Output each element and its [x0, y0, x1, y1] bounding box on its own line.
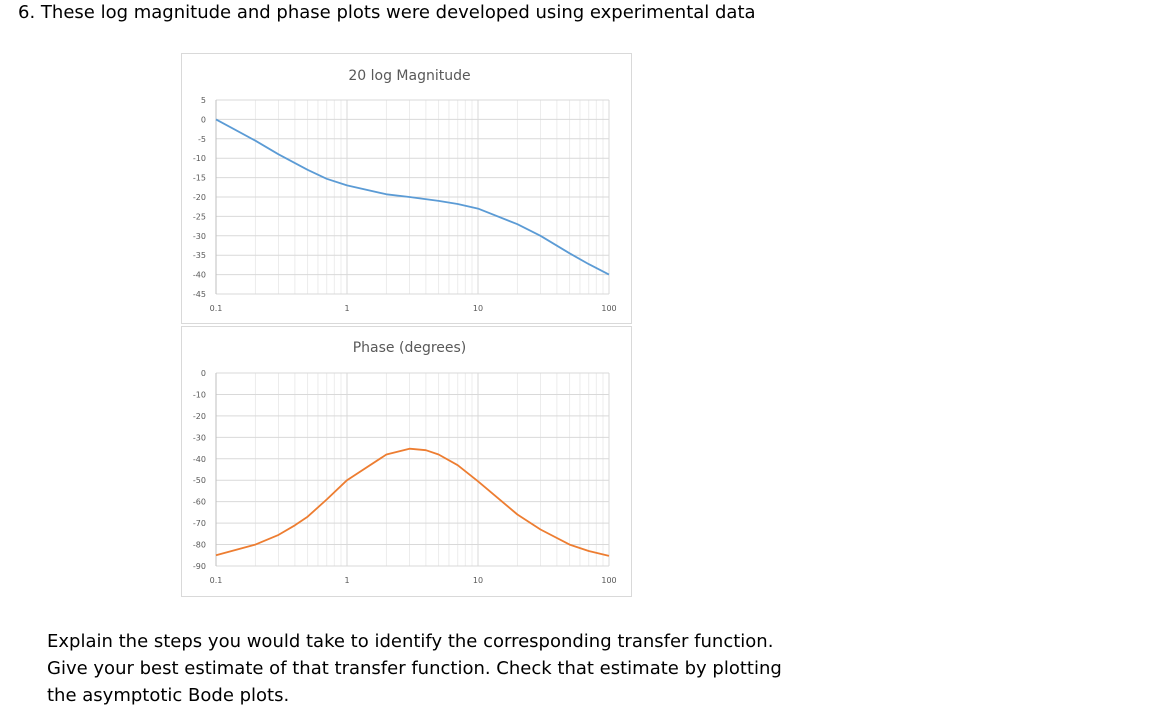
- x-tick-label: 0.1: [210, 576, 223, 585]
- chart-title: 20 log Magnitude: [348, 68, 470, 84]
- x-tick-label: 100: [601, 304, 616, 313]
- x-tick-label: 1: [344, 576, 349, 585]
- y-tick-label: -25: [193, 212, 206, 221]
- y-tick-label: 5: [201, 96, 206, 105]
- y-tick-label: -10: [193, 390, 206, 399]
- question-heading: 6. These log magnitude and phase plots w…: [18, 2, 756, 24]
- y-tick-label: -40: [193, 455, 206, 464]
- body-line-1: Explain the steps you would take to iden…: [47, 631, 774, 652]
- y-tick-label: -5: [198, 135, 206, 144]
- x-tick-label: 100: [601, 576, 616, 585]
- x-tick-label: 0.1: [210, 304, 223, 313]
- phase-chart: Phase (degrees) 0 -10 -20 -30 -40 -50 -60 -70 -80…: [181, 326, 632, 597]
- body-line-2: Give your best estimate of that transfer…: [47, 658, 782, 679]
- y-tick-label: -30: [193, 232, 206, 241]
- question-number: 6.: [18, 2, 36, 23]
- body-line-3: the asymptotic Bode plots.: [47, 685, 290, 706]
- magnitude-chart: 20 log Magnitude 5 0 -5 -10 -15 -20 -25 -30 -35 -4…: [181, 53, 632, 324]
- y-tick-label: -60: [193, 498, 206, 507]
- y-tick-label: -10: [193, 154, 206, 163]
- y-tick-label: -20: [193, 193, 206, 202]
- x-tick-label: 10: [473, 304, 483, 313]
- y-tick-label: 0: [201, 369, 206, 378]
- series-line: [215, 447, 610, 557]
- y-tick-label: 0: [201, 115, 206, 124]
- y-tick-label: -50: [193, 476, 206, 485]
- x-tick-label: 10: [473, 576, 483, 585]
- y-tick-label: -90: [193, 562, 206, 571]
- chart-title: Phase (degrees): [353, 340, 467, 356]
- y-tick-label: -35: [193, 251, 206, 260]
- y-tick-label: -15: [193, 174, 206, 183]
- x-tick-label: 1: [344, 304, 349, 313]
- y-tick-label: -20: [193, 412, 206, 421]
- series-line: [215, 118, 610, 276]
- question-body: Explain the steps you would take to iden…: [47, 628, 847, 709]
- y-tick-label: -70: [193, 519, 206, 528]
- phase-chart-svg: Phase (degrees) 0 -10 -20 -30 -40 -50 -60 -70 -80…: [193, 340, 617, 585]
- question-text: These log magnitude and phase plots were…: [40, 2, 756, 23]
- y-tick-label: -45: [193, 290, 206, 299]
- y-tick-label: -30: [193, 433, 206, 442]
- y-tick-label: -80: [193, 541, 206, 550]
- magnitude-chart-svg: 20 log Magnitude 5 0 -5 -10 -15 -20 -25 -30 -35 -4…: [193, 68, 617, 313]
- y-tick-label: -40: [193, 271, 206, 280]
